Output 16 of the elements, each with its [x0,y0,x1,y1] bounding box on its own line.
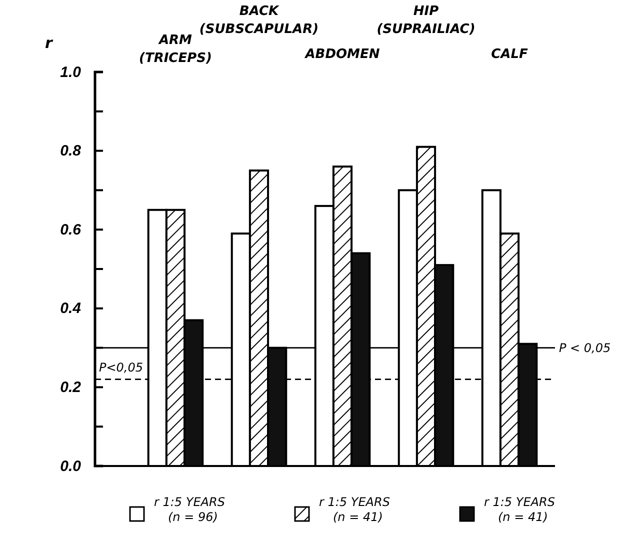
legend-label: r 1:5 YEARS (n = 41) [484,495,556,524]
y-tick-label: 0.4 [60,300,82,318]
x-tick-label: CALF [491,47,528,62]
ref-line-label: P<0,05 [99,360,144,374]
x-tick-label: ABDOMEN [304,47,380,62]
y-tick-label: 0.8 [60,142,82,160]
x-tick-label: HIP (SUPRAILIAC) [376,4,476,37]
y-tick-label: 0.2 [60,379,82,396]
x-tick-label: BACK (SUBSCAPULAR) [199,4,319,37]
legend-label: r 1:5 YEARS (n = 96) [154,495,226,524]
ref-line-label: P < 0,05 [559,340,611,355]
y-tick-label: 0.0 [60,458,82,475]
y-axis-title: r [45,34,54,52]
legend-label: r 1:5 YEARS (n = 41) [319,495,390,524]
y-tick-label: 0.6 [60,221,82,238]
y-tick-label: 1.0 [60,64,82,81]
